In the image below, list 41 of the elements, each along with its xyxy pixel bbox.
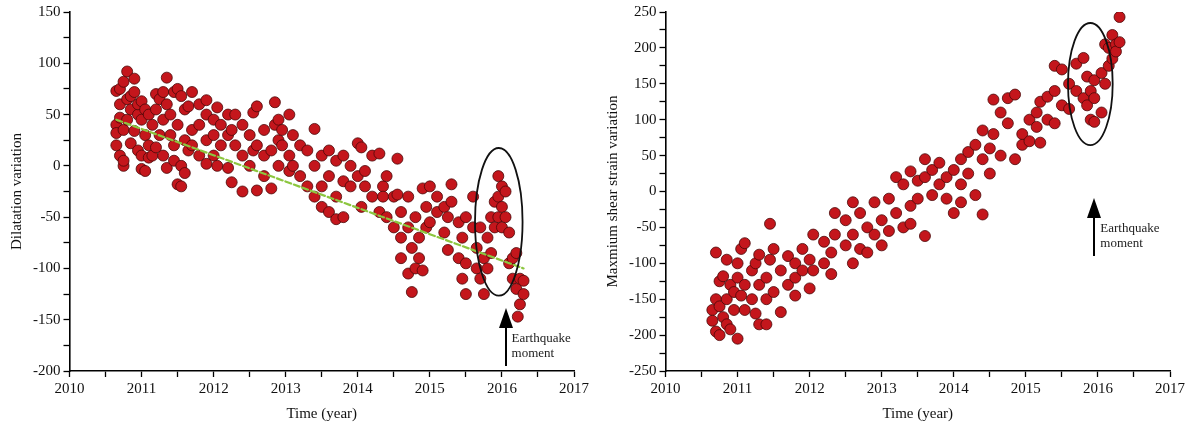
y-tick-label: 0: [649, 182, 657, 199]
annotation: Earthquake moment: [511, 329, 572, 360]
x-tick-label: 2017: [1155, 379, 1186, 396]
y-tick-label: -100: [629, 254, 657, 271]
y-tick-label: 50: [641, 146, 657, 163]
y-axis-title: Maxmium shear strain variation: [603, 94, 620, 288]
y-tick-label: -150: [33, 310, 61, 327]
x-axis-title: Time (year): [286, 404, 358, 422]
y-tick-label: 0: [53, 156, 61, 173]
y-tick-label: -50: [636, 218, 657, 235]
x-tick-label: 2014: [938, 379, 970, 396]
y-tick-label: -50: [40, 208, 61, 225]
x-tick-label: 2015: [1010, 379, 1041, 396]
x-tick-label: 2015: [414, 379, 445, 396]
y-tick-label: -200: [629, 326, 657, 343]
y-tick-label: 100: [38, 54, 61, 71]
x-tick-label: 2017: [559, 379, 590, 396]
x-tick-label: 2013: [270, 379, 301, 396]
annotation: Earthquake moment: [1100, 220, 1161, 251]
y-tick-label: -100: [33, 259, 61, 276]
y-tick-label: -200: [33, 361, 61, 378]
x-tick-label: 2014: [342, 379, 374, 396]
x-tick-label: 2011: [722, 379, 753, 396]
x-tick-label: 2010: [54, 379, 85, 396]
x-tick-label: 2012: [794, 379, 825, 396]
x-tick-label: 2012: [198, 379, 229, 396]
x-tick-label: 2016: [1082, 379, 1114, 396]
y-tick-label: 150: [38, 2, 61, 19]
y-tick-label: 50: [45, 105, 61, 122]
y-tick-label: 200: [634, 38, 657, 55]
y-tick-label: -250: [629, 361, 657, 378]
y-tick-label: 250: [634, 2, 657, 19]
y-tick-label: 100: [634, 110, 657, 127]
x-tick-label: 2016: [486, 379, 518, 396]
y-axis-title: Dilatation variation: [7, 132, 24, 251]
x-tick-label: 2013: [866, 379, 897, 396]
x-axis-title: Time (year): [882, 404, 954, 422]
x-tick-label: 2011: [126, 379, 157, 396]
x-tick-label: 2010: [650, 379, 681, 396]
y-tick-label: 150: [634, 74, 657, 91]
y-tick-label: -150: [629, 290, 657, 307]
